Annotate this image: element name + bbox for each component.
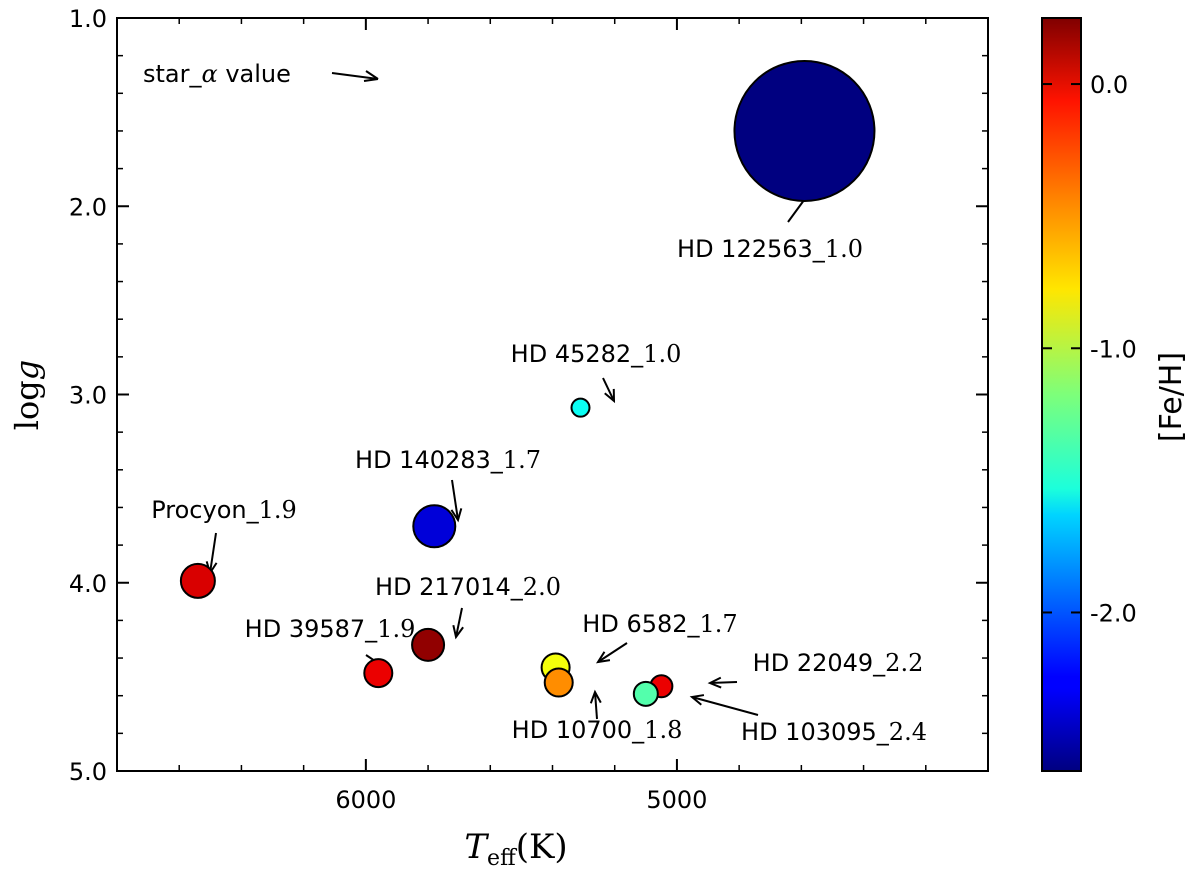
data-points: [179, 59, 876, 707]
annotation-alpha-value: 2.4: [889, 718, 927, 746]
annotation-arrowhead-hd-10700: [589, 689, 602, 704]
y-tick-label: 3.0: [69, 382, 107, 410]
annotation-arrowhead-hd-140283: [450, 508, 463, 523]
annotation-arrow-procyon: [209, 532, 217, 574]
annotation-star-name: HD 122563_: [677, 235, 826, 263]
legend-arrow-head: [363, 70, 379, 82]
x-axis-label: Teff(K): [464, 827, 567, 871]
annotation-arrow-hd-22049: [709, 681, 738, 684]
y-axis-log: log: [8, 380, 46, 430]
point-hd-10700: [543, 667, 574, 698]
colorbar-ticks: 0.0 -1.0 -2.0: [1042, 71, 1137, 627]
annotation-arrow-hd-140283: [451, 479, 459, 521]
y-axis-var: g: [8, 360, 46, 380]
alpha-legend-note: star_α value: [143, 60, 379, 88]
annotation-star-name: HD 45282_: [511, 340, 645, 368]
svg-text:star_α value: star_α value: [143, 60, 291, 88]
point-hd-122563: [733, 59, 876, 202]
axis-ticks: [117, 17, 988, 772]
colorbar: [1041, 17, 1082, 772]
annotation-arrowhead-hd-22049: [707, 676, 722, 689]
annotation-alpha-value: 1.9: [259, 496, 297, 524]
annotation-alpha-value: 2.2: [885, 649, 923, 677]
legend-arrow-line: [331, 72, 379, 80]
annotation-alpha-value: 1.7: [700, 610, 738, 638]
annotation-arrow-hd-10700: [594, 691, 598, 720]
annotation-star-name: HD 10700_: [512, 716, 646, 744]
legend-suffix: value: [218, 60, 291, 88]
annotation-star-name: HD 22049_: [753, 649, 887, 677]
colorbar-tick-label: -2.0: [1090, 599, 1137, 627]
annotation-label-hd-22049: HD 22049_2.2: [753, 649, 924, 677]
annotation-star-name: Procyon_: [151, 496, 259, 524]
annotation-alpha-value: 1.8: [644, 716, 682, 744]
annotation-alpha-value: 1.9: [377, 615, 415, 643]
annotation-label-hd-45282: HD 45282_1.0: [511, 340, 682, 368]
annotation-arrow-hd-45282: [602, 377, 615, 402]
annotation-alpha-value: 1.7: [503, 446, 541, 474]
annotation-arrowhead-hd-6582: [595, 651, 611, 664]
annotation-star-name: HD 103095_: [741, 718, 890, 746]
annotation-alpha-value: 2.0: [523, 573, 561, 601]
annotation-arrowhead-hd-217014: [452, 624, 464, 640]
annotation-alpha-value: 1.0: [643, 340, 681, 368]
annotation-arrow-hd-6582: [597, 642, 628, 663]
point-hd-217014: [411, 627, 446, 662]
point-hd-103095: [632, 680, 659, 707]
colorbar-label: [Fe/H]: [1154, 352, 1189, 442]
annotation-star-name: HD 39587_: [245, 615, 379, 643]
annotation-star-name: HD 140283_: [355, 446, 504, 474]
y-tick-label: 4.0: [69, 570, 107, 598]
y-tick-label: 1.0: [69, 5, 107, 33]
colorbar-tick-label: -1.0: [1090, 335, 1137, 363]
annotation-label-hd-122563: HD 122563_1.0: [677, 235, 863, 263]
point-hd-39587: [363, 658, 394, 689]
annotation-label-hd-39587: HD 39587_1.9: [245, 615, 416, 643]
axis-tick-labels: 6000 5000 1.0 2.0 3.0 4.0 5.0: [69, 5, 708, 814]
annotation-label-hd-10700: HD 10700_1.8: [512, 716, 683, 744]
x-axis-subscript: eff: [487, 846, 517, 871]
point-hd-45282: [570, 397, 591, 418]
annotation-star-name: HD 217014_: [375, 573, 524, 601]
x-tick-label: 6000: [335, 786, 396, 814]
x-axis-unit: (K): [516, 827, 568, 867]
annotation-label-hd-217014: HD 217014_2.0: [375, 573, 561, 601]
annotation-label-procyon: Procyon_1.9: [151, 496, 297, 524]
point-annotations: HD 122563_1.0HD 45282_1.0HD 140283_1.7Pr…: [151, 138, 927, 746]
annotation-label-hd-103095: HD 103095_2.4: [741, 718, 927, 746]
legend-prefix: star_: [143, 60, 202, 88]
point-hd-140283: [412, 504, 457, 549]
colorbar-tick-label: 0.0: [1090, 71, 1128, 99]
x-tick-label: 5000: [646, 786, 707, 814]
annotation-arrow-hd-217014: [455, 607, 463, 638]
annotation-label-hd-140283: HD 140283_1.7: [355, 446, 541, 474]
point-procyon: [179, 562, 216, 599]
annotation-arrowhead-hd-103095: [689, 694, 705, 706]
y-axis-label: logg: [8, 360, 46, 430]
y-tick-label: 5.0: [69, 758, 107, 786]
x-axis-symbol: T: [464, 827, 489, 867]
annotation-label-hd-6582: HD 6582_1.7: [582, 610, 737, 638]
annotation-arrowhead-hd-45282: [604, 388, 616, 404]
annotation-arrow-hd-103095: [691, 696, 759, 716]
annotation-alpha-value: 1.0: [825, 235, 863, 263]
legend-alpha-symbol: α: [202, 60, 218, 88]
y-tick-label: 2.0: [69, 193, 107, 221]
annotation-star-name: HD 6582_: [582, 610, 700, 638]
